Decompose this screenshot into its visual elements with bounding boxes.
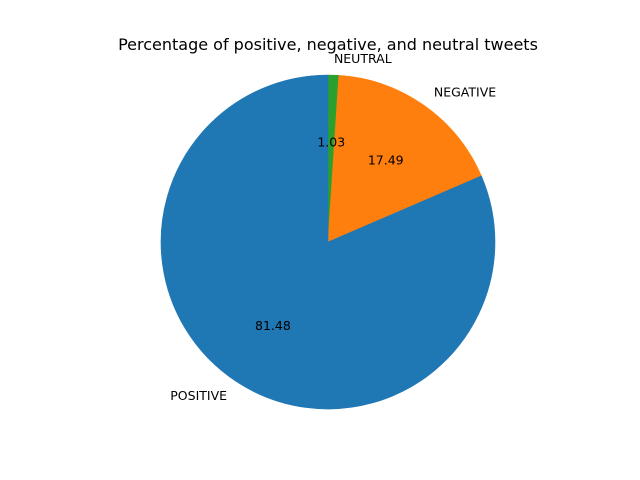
pie-slice-positive: [160, 74, 496, 410]
slice-percent-neutral: 1.03: [317, 134, 345, 149]
slice-label-positive: POSITIVE: [170, 388, 227, 403]
pie-labels: NEUTRAL NEGATIVE POSITIVE: [170, 51, 496, 403]
chart-title: Percentage of positive, negative, and ne…: [118, 35, 538, 54]
slice-percent-negative: 17.49: [368, 153, 404, 168]
pie-slices: [160, 74, 496, 410]
slice-label-neutral: NEUTRAL: [334, 51, 392, 66]
pie-slice-negative: [327, 75, 482, 243]
slice-label-negative: NEGATIVE: [434, 84, 496, 99]
slice-percent-positive: 81.48: [255, 318, 291, 333]
pie-percent-labels: 1.03 17.49 81.48: [255, 134, 404, 333]
